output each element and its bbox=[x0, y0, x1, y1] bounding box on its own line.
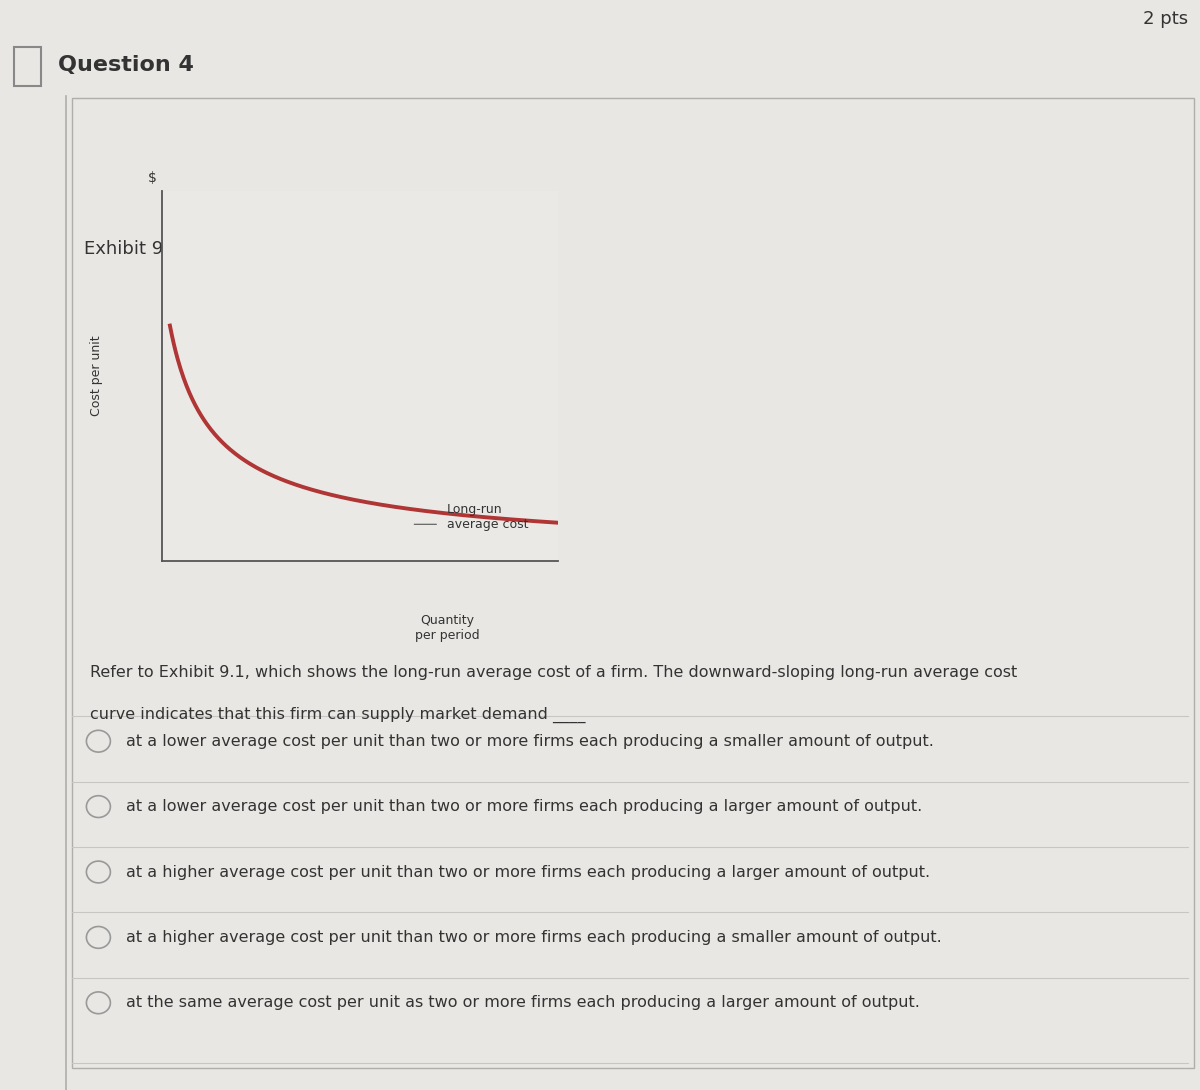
Text: Quantity
per period: Quantity per period bbox=[415, 614, 480, 642]
Text: Cost per unit: Cost per unit bbox=[90, 336, 102, 416]
Text: at a lower average cost per unit than two or more firms each producing a larger : at a lower average cost per unit than tw… bbox=[126, 799, 923, 814]
Text: Exhibit 9.1: Exhibit 9.1 bbox=[84, 240, 180, 258]
Text: at a higher average cost per unit than two or more firms each producing a smalle: at a higher average cost per unit than t… bbox=[126, 930, 942, 945]
Text: 2 pts: 2 pts bbox=[1142, 10, 1188, 28]
Text: curve indicates that this firm can supply market demand ____: curve indicates that this firm can suppl… bbox=[90, 706, 586, 723]
Text: Question 4: Question 4 bbox=[58, 56, 193, 75]
Text: at a lower average cost per unit than two or more firms each producing a smaller: at a lower average cost per unit than tw… bbox=[126, 734, 934, 749]
Text: at the same average cost per unit as two or more firms each producing a larger a: at the same average cost per unit as two… bbox=[126, 995, 920, 1010]
Text: Refer to Exhibit 9.1, which shows the long-run average cost of a firm. The downw: Refer to Exhibit 9.1, which shows the lo… bbox=[90, 665, 1018, 680]
Text: $: $ bbox=[148, 171, 157, 185]
Bar bbox=[14, 47, 41, 86]
Text: Long-run
average cost: Long-run average cost bbox=[448, 502, 529, 531]
Text: at a higher average cost per unit than two or more firms each producing a larger: at a higher average cost per unit than t… bbox=[126, 864, 930, 880]
